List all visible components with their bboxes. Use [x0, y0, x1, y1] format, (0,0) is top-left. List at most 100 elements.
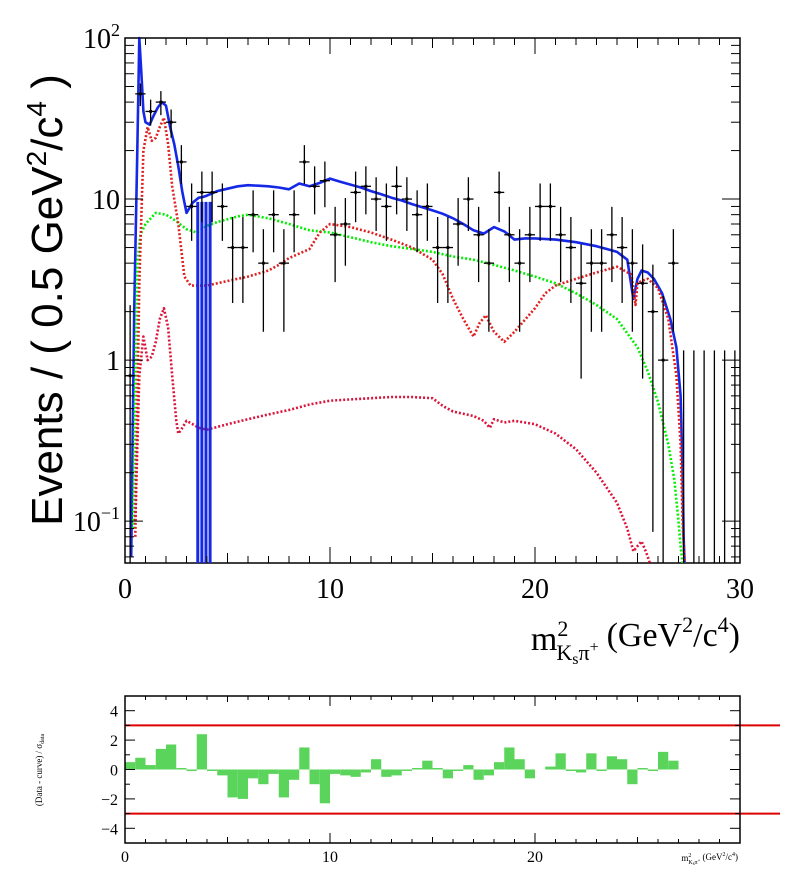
curve-2 — [131, 211, 684, 564]
data-point-marker — [671, 261, 675, 265]
pull-bar — [565, 769, 576, 771]
pull-bar — [166, 744, 177, 770]
pull-x-title-sup: 2 — [688, 853, 691, 859]
data-point-marker — [149, 110, 153, 113]
data-point-marker — [272, 213, 276, 217]
data-point-marker — [651, 310, 655, 314]
pull-bar — [617, 759, 628, 770]
data-point-marker — [579, 281, 583, 285]
x-tick-label: 30 — [726, 574, 754, 605]
y-tick-base: 10 — [83, 24, 111, 55]
data-point — [545, 183, 556, 241]
data-point — [186, 183, 197, 241]
data-point-marker — [313, 184, 317, 188]
pull-bar — [340, 769, 351, 776]
data-point — [248, 190, 259, 253]
data-point-marker — [138, 92, 142, 96]
data-point-marker — [200, 190, 204, 194]
main-y-axis-title: Events / ( 0.5 GeV2/c4 ) — [21, 74, 72, 526]
pull-bar — [268, 769, 279, 774]
data-point — [637, 244, 648, 379]
pull-ticks-layer — [124, 695, 741, 844]
y-tick-base: 10 — [92, 185, 120, 216]
data-point — [319, 161, 330, 208]
pull-x-tick-label: 10 — [322, 849, 338, 866]
data-point-marker — [497, 190, 501, 194]
y-tick-label: 1 — [106, 346, 120, 377]
pull-y-title-sub: data — [40, 734, 46, 744]
data-point-marker — [374, 197, 378, 201]
data-point-marker — [446, 246, 450, 249]
data-point-marker — [589, 261, 593, 265]
main-y-title-part-c: ) — [23, 74, 72, 101]
data-point — [350, 171, 361, 223]
data-point — [596, 229, 607, 332]
data-point-marker — [569, 246, 573, 249]
data-point-marker — [600, 261, 604, 265]
pull-bar — [381, 769, 392, 777]
x-tick-label: 20 — [521, 574, 549, 605]
y-tick-base: 1 — [106, 346, 120, 377]
pull-x-title-units-sup1: 2 — [723, 852, 726, 858]
data-point — [371, 177, 382, 231]
pull-x-title-sub-k: K — [688, 860, 693, 866]
data-point — [606, 206, 617, 283]
main-y-title-part-a: Events / ( 0.5 GeV — [23, 166, 72, 526]
data-point-marker — [456, 222, 460, 226]
data-point — [196, 171, 207, 223]
data-point-marker — [641, 281, 645, 285]
data-point — [145, 99, 156, 126]
data-point — [647, 264, 658, 532]
pull-bar — [227, 769, 238, 798]
pull-x-tick-label: 0 — [121, 849, 129, 866]
data-point — [473, 206, 484, 283]
y-tick-exp: −1 — [101, 503, 120, 523]
pull-bar — [125, 762, 136, 770]
data-point — [555, 206, 566, 283]
data-point-marker — [231, 246, 235, 249]
pull-x-title-sub-s: s — [693, 862, 695, 867]
pull-bar — [360, 769, 371, 773]
main-x-title-sub-pi: π — [578, 640, 589, 665]
data-point-marker — [282, 261, 286, 265]
pull-bar — [350, 769, 361, 777]
data-point — [227, 217, 238, 303]
data-point-marker — [415, 213, 419, 217]
main-x-title-sub-s: s — [572, 651, 578, 668]
x-tick-label: 0 — [118, 574, 132, 605]
pull-bar — [576, 769, 587, 773]
pull-bar — [176, 768, 187, 770]
main-x-title-sub-plus: + — [590, 639, 599, 656]
data-point — [176, 145, 187, 185]
pull-bar — [207, 769, 218, 771]
data-point-marker — [354, 190, 358, 194]
data-point — [268, 190, 279, 253]
data-point-marker — [477, 233, 481, 237]
curve-1 — [129, 36, 686, 564]
curve-4 — [134, 306, 652, 564]
main-x-title-units-b: /c — [693, 617, 718, 654]
data-point — [483, 229, 494, 332]
data-point-marker — [630, 261, 634, 265]
pull-bar — [442, 769, 453, 779]
data-point — [207, 171, 218, 223]
data-point — [391, 166, 402, 215]
main-y-title-sup1: 2 — [21, 151, 52, 167]
data-point-marker — [487, 261, 491, 265]
data-point-marker — [343, 222, 347, 226]
pull-x-tick-label: 20 — [527, 849, 543, 866]
pull-bar — [432, 768, 443, 770]
data-point — [278, 229, 289, 332]
pull-bar — [483, 769, 494, 776]
data-point — [504, 206, 515, 283]
pull-reference-lines-layer — [125, 724, 780, 815]
pull-bar — [135, 757, 146, 770]
data-point-marker — [425, 205, 429, 208]
pull-bar — [186, 769, 197, 771]
data-point-marker — [559, 233, 563, 237]
pull-bar — [494, 762, 505, 770]
pull-bar — [258, 769, 269, 785]
